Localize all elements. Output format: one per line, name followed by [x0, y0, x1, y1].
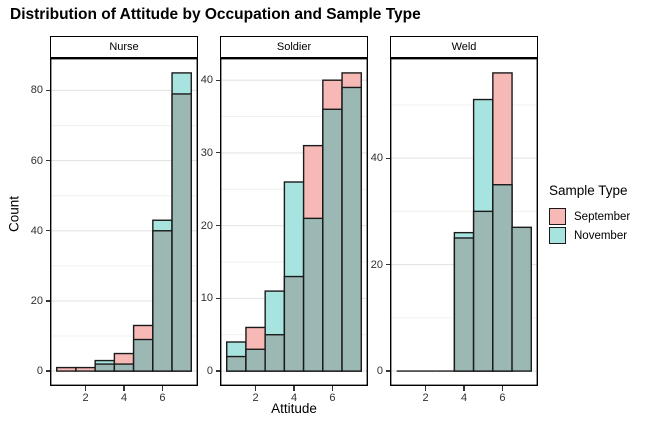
- x-tick-label: 4: [120, 392, 128, 404]
- x-tick-label: 4: [460, 392, 468, 404]
- histogram-bar-overlap: [322, 108, 343, 372]
- y-tick-label: 80: [30, 84, 43, 97]
- plot-area-soldier: [220, 58, 368, 386]
- x-tick-mark: [331, 386, 334, 391]
- x-tick-mark: [501, 386, 504, 391]
- histogram-bar-overlap: [226, 355, 247, 372]
- histogram-bar-overlap: [453, 237, 475, 372]
- y-tick-mark: [215, 225, 220, 227]
- y-tick-mark: [385, 263, 390, 266]
- histogram-bar-overlap: [302, 217, 324, 372]
- x-tick-mark: [463, 386, 465, 391]
- x-tick-label: 2: [82, 392, 89, 404]
- legend-label: November: [574, 229, 628, 242]
- histogram-bar-overlap: [132, 338, 154, 372]
- y-tick-label: 40: [200, 74, 213, 87]
- y-tick-mark: [45, 300, 50, 302]
- y-tick-label: 10: [200, 292, 213, 305]
- x-tick-mark: [254, 386, 257, 391]
- histogram-bar-overlap: [264, 334, 286, 372]
- y-tick-mark: [45, 89, 50, 92]
- x-tick-mark: [293, 386, 295, 391]
- y-tick-label: 0: [376, 365, 383, 378]
- facet-strip-label: Soldier: [220, 36, 368, 58]
- x-tick-label: 6: [499, 392, 506, 404]
- panel-border: [50, 58, 198, 386]
- y-tick-mark: [215, 79, 220, 81]
- histogram-bar-overlap: [283, 275, 305, 372]
- x-tick-label: 6: [159, 392, 166, 404]
- chart-title: Distribution of Attitude by Occupation a…: [10, 6, 421, 23]
- y-tick-label: 60: [30, 154, 43, 167]
- y-tick-mark: [215, 297, 220, 299]
- histogram-bar-overlap: [171, 93, 192, 372]
- y-tick-mark: [45, 230, 50, 232]
- y-tick-mark: [215, 152, 220, 154]
- y-tick-mark: [215, 370, 220, 372]
- y-tick-label: 20: [30, 294, 43, 307]
- panel-border: [220, 58, 368, 386]
- histogram-bar-overlap: [113, 363, 135, 372]
- panel-border: [390, 58, 538, 386]
- x-axis-title: Attitude: [271, 401, 317, 416]
- histogram-bar: [56, 366, 77, 372]
- histogram-bar-overlap: [152, 230, 173, 372]
- x-tick-mark: [424, 386, 427, 391]
- histogram-bar-overlap: [94, 363, 116, 372]
- facet-strip-label: Nurse: [50, 36, 198, 58]
- y-tick-label: 0: [206, 365, 213, 378]
- y-tick-label: 20: [370, 258, 383, 271]
- histogram-bar-overlap: [245, 348, 266, 372]
- legend: Sample Type September November: [549, 183, 667, 245]
- legend-swatch-icon: [549, 208, 566, 225]
- plot-area-nurse: [50, 58, 198, 386]
- legend-items: September November: [549, 207, 667, 245]
- plot-area-weld: [390, 58, 538, 386]
- y-tick-mark: [45, 160, 50, 162]
- legend-title: Sample Type: [549, 183, 628, 198]
- x-tick-label: 2: [422, 392, 429, 404]
- legend-item-november: November: [549, 226, 667, 245]
- x-tick-label: 4: [290, 392, 298, 404]
- x-tick-mark: [161, 386, 164, 391]
- y-tick-label: 20: [200, 219, 213, 232]
- y-tick-mark: [385, 370, 390, 372]
- histogram-bar: [511, 226, 532, 372]
- x-tick-label: 2: [252, 392, 259, 404]
- histogram-bar: [75, 366, 96, 372]
- x-tick-mark: [123, 386, 125, 391]
- x-tick-label: 6: [329, 392, 336, 404]
- legend-item-september: September: [549, 207, 667, 226]
- legend-label: September: [574, 210, 631, 223]
- y-tick-label: 40: [30, 224, 43, 237]
- y-tick-mark: [385, 157, 390, 159]
- y-tick-label: 40: [370, 152, 383, 165]
- facet-strip-label: Weld: [390, 36, 538, 58]
- x-tick-mark: [84, 386, 87, 391]
- histogram-bar-overlap: [492, 184, 513, 372]
- y-tick-label: 0: [36, 365, 43, 378]
- histogram-bar-overlap: [472, 210, 494, 372]
- y-tick-mark: [45, 370, 50, 372]
- legend-swatch-icon: [549, 227, 566, 244]
- y-tick-label: 30: [200, 146, 213, 159]
- histogram-bar-overlap: [341, 86, 362, 372]
